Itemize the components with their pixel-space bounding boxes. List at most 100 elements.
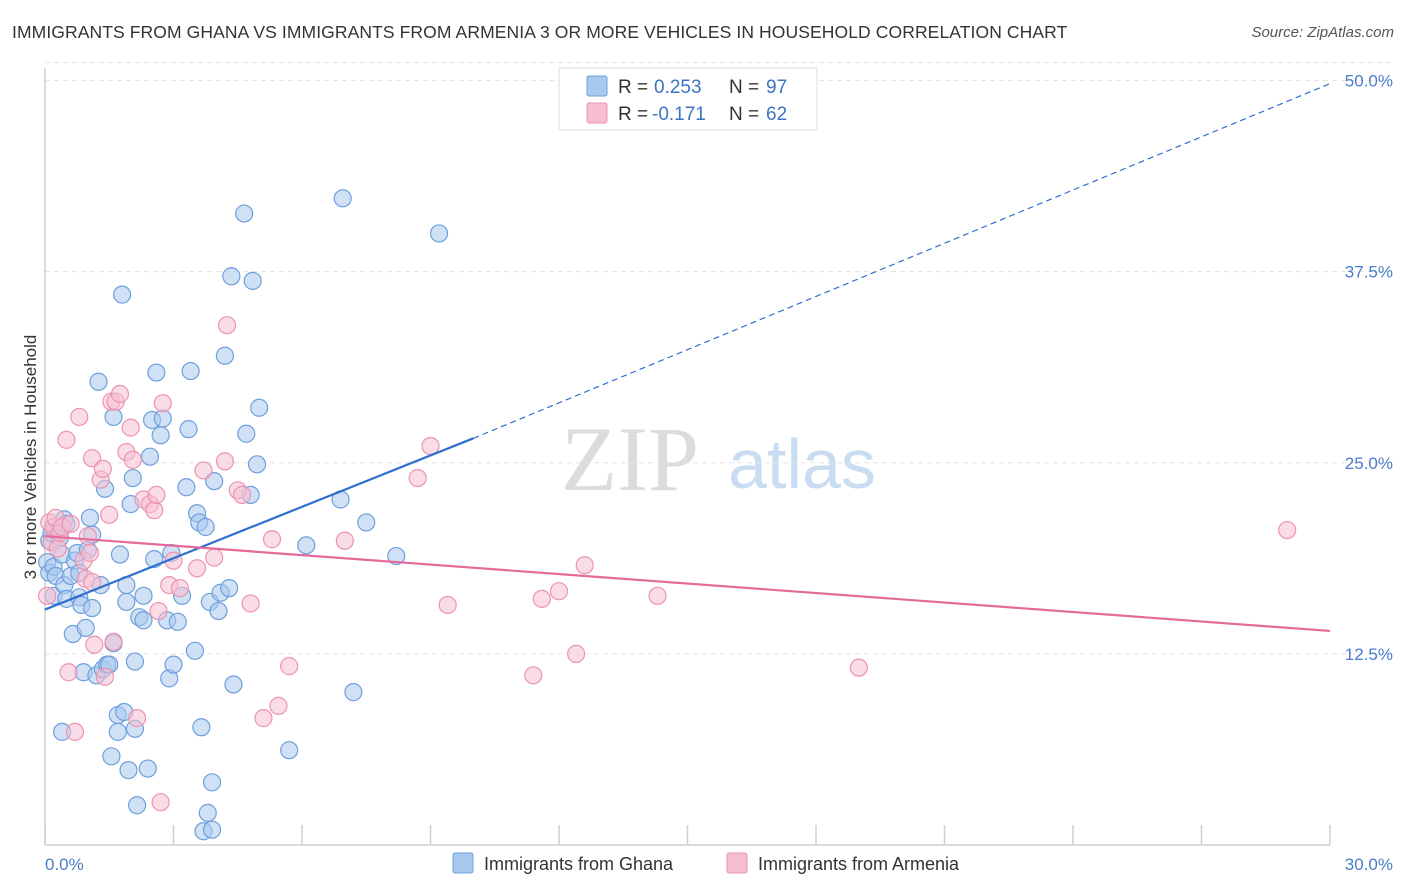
armenia-series	[38, 316, 1297, 812]
ghana-point	[280, 741, 299, 760]
armenia-point	[532, 589, 551, 608]
legend-n-value-armenia: 62	[766, 104, 787, 125]
armenia-point	[147, 485, 166, 504]
ghana-point	[108, 722, 127, 741]
ghana-point	[357, 513, 376, 532]
armenia-point	[104, 632, 123, 651]
ghana-point	[205, 472, 224, 491]
armenia-point	[93, 459, 112, 479]
armenia-point	[170, 579, 190, 598]
legend-swatch-armenia	[586, 102, 608, 124]
armenia-point	[78, 527, 97, 546]
ghana-point	[215, 346, 234, 365]
ghana-point	[134, 611, 153, 630]
armenia-point	[335, 531, 354, 550]
y-tick-label: 12.5%	[1345, 645, 1393, 664]
ghana-point	[429, 224, 449, 243]
series-legend: Immigrants from Ghana Immigrants from Ar…	[452, 852, 960, 874]
armenia-point	[232, 485, 252, 504]
armenia-point	[57, 430, 76, 449]
source-credit: Source: ZipAtlas.com	[1251, 24, 1394, 41]
ghana-point	[387, 546, 406, 566]
y-axis-label: 3 or more Vehicles in Household	[21, 335, 40, 580]
armenia-point	[194, 461, 213, 480]
ghana-point	[125, 652, 145, 671]
ghana-point	[196, 517, 215, 537]
armenia-point	[110, 384, 130, 404]
ghana-point	[140, 447, 160, 466]
bottom-legend-label-armenia: Immigrants from Armenia	[758, 854, 960, 874]
legend-n-label-ghana: N =	[729, 77, 759, 98]
armenia-point	[217, 316, 237, 335]
ghana-trendline	[44, 437, 474, 611]
armenia-point	[48, 539, 67, 558]
ghana-point	[138, 759, 157, 778]
ghana-point	[83, 598, 102, 618]
watermark-zip: ZIP	[561, 408, 699, 510]
ghana-point	[181, 361, 200, 381]
armenia-point	[153, 394, 172, 413]
armenia-point	[648, 586, 667, 605]
ghana-point	[333, 189, 352, 208]
ghana-point	[80, 508, 100, 527]
armenia-point	[215, 452, 234, 471]
armenia-point	[80, 543, 100, 563]
ghana-point	[104, 407, 123, 427]
legend-r-label-ghana: R =	[618, 77, 648, 98]
bottom-legend-swatch-armenia	[726, 852, 748, 874]
chart-title: IMMIGRANTS FROM GHANA VS IMMIGRANTS FROM…	[12, 22, 1068, 42]
armenia-point	[254, 709, 273, 728]
ghana-point	[237, 424, 256, 443]
ghana-point	[222, 267, 241, 286]
ghana-point	[224, 675, 243, 694]
ghana-series	[38, 189, 449, 841]
stats-legend: R = 0.253 N = 97 R = -0.171 N = 62	[558, 67, 818, 131]
legend-n-label-armenia: N =	[729, 104, 759, 125]
armenia-point	[567, 644, 586, 663]
ghana-point	[153, 409, 172, 428]
ghana-point	[209, 601, 228, 621]
bottom-legend-swatch-ghana	[452, 852, 474, 874]
ghana-point	[168, 612, 187, 631]
ghana-point	[164, 655, 183, 674]
ghana-point	[119, 760, 138, 780]
ghana-point	[220, 579, 239, 598]
armenia-point	[83, 449, 102, 468]
ghana-point	[185, 641, 205, 660]
ghana-point	[151, 426, 170, 445]
ghana-point	[297, 536, 316, 555]
trendlines	[44, 83, 1331, 633]
ghana-trendline-extension	[473, 83, 1331, 439]
armenia-point	[849, 658, 868, 677]
legend-r-value-ghana: 0.253	[654, 77, 702, 98]
armenia-point	[100, 505, 119, 524]
armenia-point	[205, 548, 224, 567]
ghana-point	[202, 773, 222, 792]
legend-r-label-armenia: R =	[618, 104, 648, 125]
armenia-point	[241, 594, 260, 613]
ghana-point	[127, 796, 147, 815]
ghana-point	[117, 592, 136, 612]
ghana-point	[198, 803, 217, 822]
legend-r-value-armenia: -0.171	[652, 104, 706, 125]
ghana-point	[76, 618, 95, 638]
armenia-point	[280, 657, 299, 676]
armenia-point	[408, 468, 427, 488]
armenia-point	[121, 418, 140, 437]
armenia-point	[61, 514, 80, 534]
armenia-point	[95, 667, 115, 686]
legend-n-value-ghana: 97	[766, 77, 787, 98]
ghana-point	[344, 683, 363, 702]
armenia-point	[575, 556, 594, 575]
ghana-point	[235, 204, 254, 223]
legend-swatch-ghana	[586, 75, 608, 97]
y-tick-label: 37.5%	[1345, 263, 1393, 282]
armenia-point	[269, 696, 288, 715]
armenia-point	[438, 595, 457, 615]
armenia-point	[38, 586, 57, 605]
armenia-point	[123, 450, 142, 469]
armenia-point	[65, 722, 85, 741]
y-tick-labels: 12.5% 25.0% 37.5% 50.0%	[1345, 72, 1393, 664]
ghana-point	[89, 372, 108, 391]
armenia-point	[85, 635, 104, 654]
